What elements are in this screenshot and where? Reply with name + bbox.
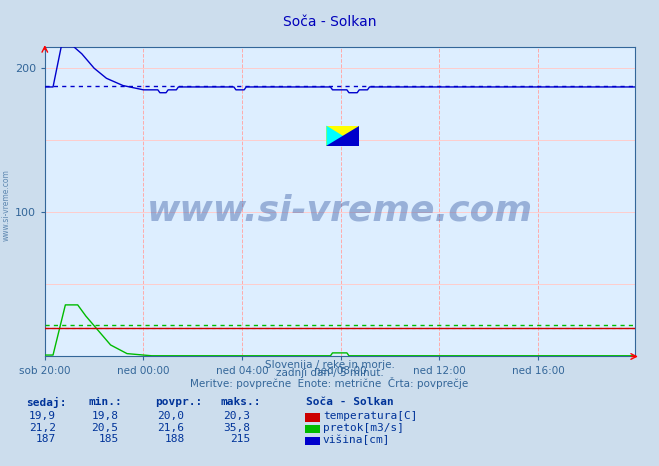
Text: 20,0: 20,0 xyxy=(158,411,185,421)
Text: višina[cm]: višina[cm] xyxy=(323,434,390,445)
Text: 20,5: 20,5 xyxy=(92,423,119,432)
Text: sedaj:: sedaj: xyxy=(26,397,67,408)
Text: 215: 215 xyxy=(230,434,250,444)
Text: 35,8: 35,8 xyxy=(223,423,250,432)
Text: 19,8: 19,8 xyxy=(92,411,119,421)
Text: zadnji dan / 5 minut.: zadnji dan / 5 minut. xyxy=(275,368,384,378)
Text: 188: 188 xyxy=(164,434,185,444)
Text: Soča - Solkan: Soča - Solkan xyxy=(283,15,376,29)
Text: 21,2: 21,2 xyxy=(29,423,56,432)
Text: 20,3: 20,3 xyxy=(223,411,250,421)
Text: pretok[m3/s]: pretok[m3/s] xyxy=(323,423,404,432)
Text: povpr.:: povpr.: xyxy=(155,397,202,407)
Text: Meritve: povprečne  Enote: metrične  Črta: povprečje: Meritve: povprečne Enote: metrične Črta:… xyxy=(190,377,469,389)
Text: Slovenija / reke in morje.: Slovenija / reke in morje. xyxy=(264,360,395,370)
Text: 19,9: 19,9 xyxy=(29,411,56,421)
Text: 187: 187 xyxy=(36,434,56,444)
Text: Soča - Solkan: Soča - Solkan xyxy=(306,397,394,407)
Text: min.:: min.: xyxy=(89,397,123,407)
Text: www.si-vreme.com: www.si-vreme.com xyxy=(147,194,532,228)
Text: www.si-vreme.com: www.si-vreme.com xyxy=(2,169,11,241)
Text: maks.:: maks.: xyxy=(221,397,261,407)
Text: temperatura[C]: temperatura[C] xyxy=(323,411,417,421)
Text: 21,6: 21,6 xyxy=(158,423,185,432)
Text: 185: 185 xyxy=(98,434,119,444)
